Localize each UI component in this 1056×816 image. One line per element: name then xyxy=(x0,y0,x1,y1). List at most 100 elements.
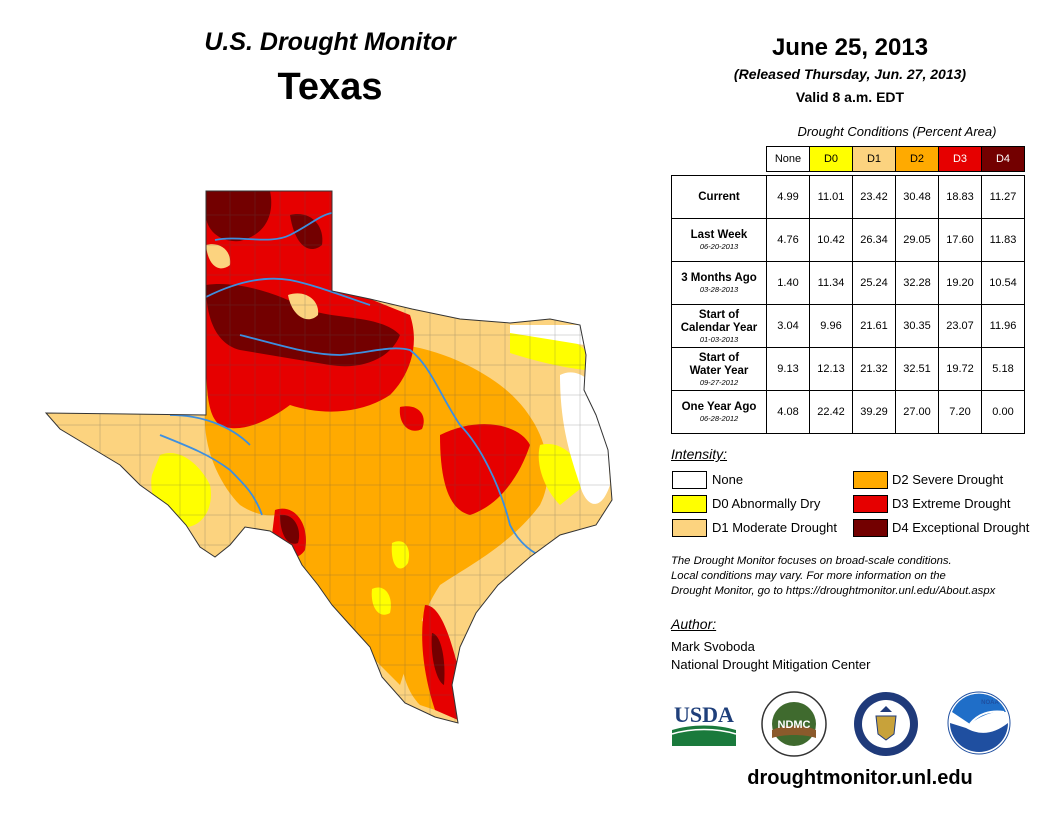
brazos-river xyxy=(239,334,551,561)
d0-south-spot xyxy=(371,587,391,615)
cell-d3: 23.07 xyxy=(938,304,982,348)
table-row-start-of-water-year: Start of Water Year 09-27-2012 9.13 12.13 … xyxy=(671,347,1025,391)
cell-d0: 12.13 xyxy=(809,347,853,391)
cell-d1: 25.24 xyxy=(852,261,896,305)
col-header-d4: D4 xyxy=(981,146,1025,172)
drought-conditions-table: None D0 D1 D2 D3 D4 Current 4.99 11.01 2… xyxy=(671,146,1025,434)
table-corner xyxy=(672,147,767,172)
col-header-d2: D2 xyxy=(895,146,939,172)
row-label: Last Week 06-20-2013 xyxy=(671,218,767,262)
note-line: The Drought Monitor focuses on broad-sca… xyxy=(671,555,952,567)
row-label: One Year Ago 06-28-2012 xyxy=(671,390,767,434)
cell-d1: 23.42 xyxy=(852,175,896,219)
table-row-one-year-ago: One Year Ago 06-28-2012 4.08 22.42 39.29 … xyxy=(671,390,1025,434)
table-row-current: Current 4.99 11.01 23.42 30.48 18.83 11.… xyxy=(671,175,1025,219)
legend-label-d3: D3 Extreme Drought xyxy=(892,496,1011,511)
cell-none: 4.99 xyxy=(766,175,810,219)
cell-d3: 17.60 xyxy=(938,218,982,262)
col-header-d1: D1 xyxy=(852,146,896,172)
cell-d4: 10.54 xyxy=(981,261,1025,305)
cell-d0: 11.34 xyxy=(809,261,853,305)
d4-panhandle-spot xyxy=(290,214,323,250)
legend-label-d2: D2 Severe Drought xyxy=(892,472,1004,487)
row-label: 3 Months Ago 03-28-2013 xyxy=(671,261,767,305)
row-label: Current xyxy=(671,175,767,219)
legend-label-d4: D4 Exceptional Drought xyxy=(892,520,1030,535)
cell-d3: 18.83 xyxy=(938,175,982,219)
legend-swatch-d1 xyxy=(672,519,707,537)
footer-url: droughtmonitor.unl.edu xyxy=(747,767,973,789)
note-line: Drought Monitor, go to https://droughtmo… xyxy=(671,585,996,597)
valid-time: Valid 8 a.m. EDT xyxy=(795,89,905,105)
legend-label-none: None xyxy=(712,472,744,487)
col-header-none: None xyxy=(766,146,810,172)
table-row-last-week: Last Week 06-20-2013 4.76 10.42 26.34 29.… xyxy=(671,218,1025,262)
rio-grande-segment xyxy=(159,434,263,516)
rivers xyxy=(159,212,551,561)
legend-swatch-none xyxy=(672,471,707,489)
cell-d4: 11.83 xyxy=(981,218,1025,262)
red-river-upper xyxy=(205,277,371,306)
table-row-3-months-ago: 3 Months Ago 03-28-2013 1.40 11.34 25.24 … xyxy=(671,261,1025,305)
cell-d0: 9.96 xyxy=(809,304,853,348)
note-line: Local conditions may vary. For more info… xyxy=(671,570,946,582)
d4-hill-country-spot xyxy=(280,514,300,544)
cell-d4: 11.27 xyxy=(981,175,1025,219)
cell-d3: 19.72 xyxy=(938,347,982,391)
svg-text:NDMC: NDMC xyxy=(778,719,811,731)
cell-d1: 39.29 xyxy=(852,390,896,434)
d0-central-spot xyxy=(391,541,410,569)
author-title: Author: xyxy=(671,616,717,632)
release-date: (Released Thursday, Jun. 27, 2013) xyxy=(733,66,967,82)
cell-none: 9.13 xyxy=(766,347,810,391)
pecos-river xyxy=(169,414,251,446)
legend-swatch-d0 xyxy=(672,495,707,513)
ndmc-logo: NDMC xyxy=(761,691,827,757)
d3-central-spot xyxy=(399,406,424,431)
cell-d1: 26.34 xyxy=(852,218,896,262)
d3-central-east-region xyxy=(440,424,530,515)
cell-d4: 0.00 xyxy=(981,390,1025,434)
author-name: Mark Svoboda xyxy=(671,639,755,654)
cell-d0: 22.42 xyxy=(809,390,853,434)
cell-d2: 27.00 xyxy=(895,390,939,434)
col-header-d3: D3 xyxy=(938,146,982,172)
cell-d2: 29.05 xyxy=(895,218,939,262)
cell-none: 4.76 xyxy=(766,218,810,262)
d1-plains-spot xyxy=(288,293,319,320)
cell-d1: 21.32 xyxy=(852,347,896,391)
state-outline xyxy=(44,190,613,724)
legend-title: Intensity: xyxy=(671,446,728,462)
texas-drought-map xyxy=(44,190,613,724)
legend-swatch-d2 xyxy=(853,471,888,489)
cell-none: 1.40 xyxy=(766,261,810,305)
legend-label-d0: D0 Abnormally Dry xyxy=(712,496,821,511)
canadian-river xyxy=(214,212,333,241)
region-title: Texas xyxy=(277,66,383,108)
cell-d4: 5.18 xyxy=(981,347,1025,391)
d4-north-panhandle-region xyxy=(206,191,272,242)
cell-d1: 21.61 xyxy=(852,304,896,348)
legend-swatch-d4 xyxy=(853,519,888,537)
cell-d3: 19.20 xyxy=(938,261,982,305)
cell-d0: 10.42 xyxy=(809,218,853,262)
noaa-logo: NOAA xyxy=(947,691,1011,755)
col-header-d0: D0 xyxy=(809,146,853,172)
table-caption: Drought Conditions (Percent Area) xyxy=(797,124,997,139)
none-northeast-region xyxy=(510,325,584,345)
cell-none: 4.08 xyxy=(766,390,810,434)
cell-d2: 30.48 xyxy=(895,175,939,219)
cell-d0: 11.01 xyxy=(809,175,853,219)
cell-none: 3.04 xyxy=(766,304,810,348)
map-title: U.S. Drought Monitor xyxy=(204,28,456,56)
cell-d2: 32.28 xyxy=(895,261,939,305)
cell-d4: 11.96 xyxy=(981,304,1025,348)
cell-d2: 32.51 xyxy=(895,347,939,391)
row-label: Start of Water Year 09-27-2012 xyxy=(671,347,767,391)
legend-label-d1: D1 Moderate Drought xyxy=(712,520,838,535)
author-org: National Drought Mitigation Center xyxy=(671,657,871,672)
d4-south-plains-region xyxy=(206,284,400,367)
d1-panhandle-spot xyxy=(206,244,231,269)
svg-text:USDA: USDA xyxy=(674,702,734,727)
disclaimer-note: The Drought Monitor focuses on broad-sca… xyxy=(671,554,1051,599)
